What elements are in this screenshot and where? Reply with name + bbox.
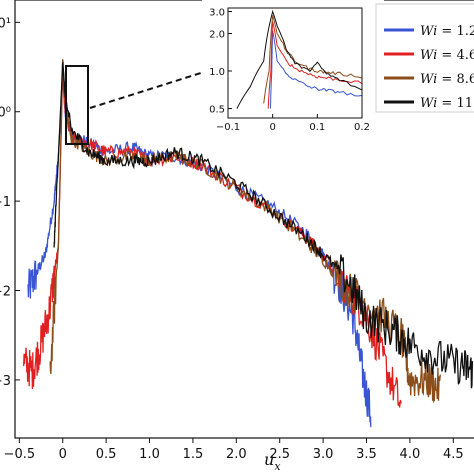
inset-y-axis: 0.5 1.0 2.0 3.0	[209, 7, 232, 116]
inset-series-line-4	[236, 9, 362, 109]
x-tick-label: 0	[59, 447, 67, 462]
zoom-box	[65, 65, 89, 145]
inset-plot: −0.1 0 0.1 0.2 0.5 1.0 2.0 3.0	[202, 0, 384, 133]
x-tick-label: 2.0	[226, 447, 247, 462]
x-tick-label: −0.5	[4, 447, 36, 462]
inset-y-tick-label: 3.0	[209, 7, 225, 18]
inset-series-line-3	[263, 15, 362, 104]
inset-background	[202, 0, 384, 130]
x-axis-label: ux	[264, 450, 281, 473]
x-tick-label: 4.0	[400, 447, 421, 462]
x-tick-label: 2.5	[269, 447, 290, 462]
inset-y-tick-label: 1.0	[209, 67, 225, 78]
series-line-4	[53, 62, 474, 389]
x-tick-label: 1.0	[139, 447, 160, 462]
x-tick-label: 0.5	[96, 447, 117, 462]
inset-x-tick-label: −0.1	[216, 122, 240, 133]
inset-x-axis: −0.1 0 0.1 0.2	[216, 114, 370, 133]
x-tick-label: 3.5	[356, 447, 377, 462]
legend-entry: Wi = 1.2	[420, 24, 474, 39]
legend-box	[375, 3, 474, 113]
inset-frame	[227, 7, 363, 119]
main-series-group	[23, 59, 474, 428]
y-tick-label: −1	[0, 195, 11, 210]
y-tick-label: 0¹	[0, 16, 11, 31]
inset-y-tick-label: 2.0	[209, 29, 225, 40]
y-tick-label: −2	[0, 285, 11, 300]
y-axis: 0¹ 0⁰ −1 −2 −3	[0, 16, 20, 389]
x-tick-label: 1.5	[183, 447, 204, 462]
inset-series-group	[236, 9, 362, 109]
inset-x-tick-label: 0.2	[354, 122, 370, 133]
legend-entry: Wi = 8.6	[420, 72, 474, 87]
inset-series-line-2	[267, 21, 362, 109]
inset-y-tick-label: 0.5	[209, 105, 225, 116]
legend: Wi = 1.2 Wi = 4.6 Wi = 8.6 Wi = 11	[375, 3, 474, 113]
y-tick-label: −3	[0, 374, 11, 389]
legend-entry: Wi = 11	[420, 96, 473, 111]
x-tick-label: 4.5	[443, 447, 464, 462]
y-tick-label: 0⁰	[0, 106, 11, 121]
inset-series-line-1	[269, 30, 362, 109]
series-line-3	[49, 59, 441, 404]
plot-frame	[14, 0, 474, 439]
inset-x-tick-label: 0	[269, 122, 275, 133]
x-axis: −0.5 0 0.5 1.0 1.5 2.0 2.5 3.0 3.5 4.0 4.5	[4, 438, 464, 462]
x-tick-label: 3.0	[313, 447, 334, 462]
inset-x-tick-label: 0.1	[309, 122, 325, 133]
legend-entry: Wi = 4.6	[420, 48, 474, 63]
